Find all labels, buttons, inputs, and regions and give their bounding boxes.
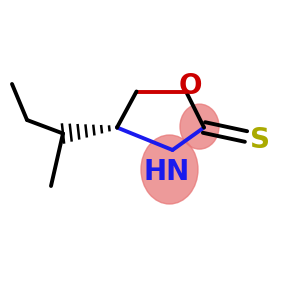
Text: S: S xyxy=(250,125,269,154)
Ellipse shape xyxy=(141,135,198,204)
Ellipse shape xyxy=(180,104,219,149)
Text: HN: HN xyxy=(143,158,190,187)
Text: O: O xyxy=(179,71,202,100)
